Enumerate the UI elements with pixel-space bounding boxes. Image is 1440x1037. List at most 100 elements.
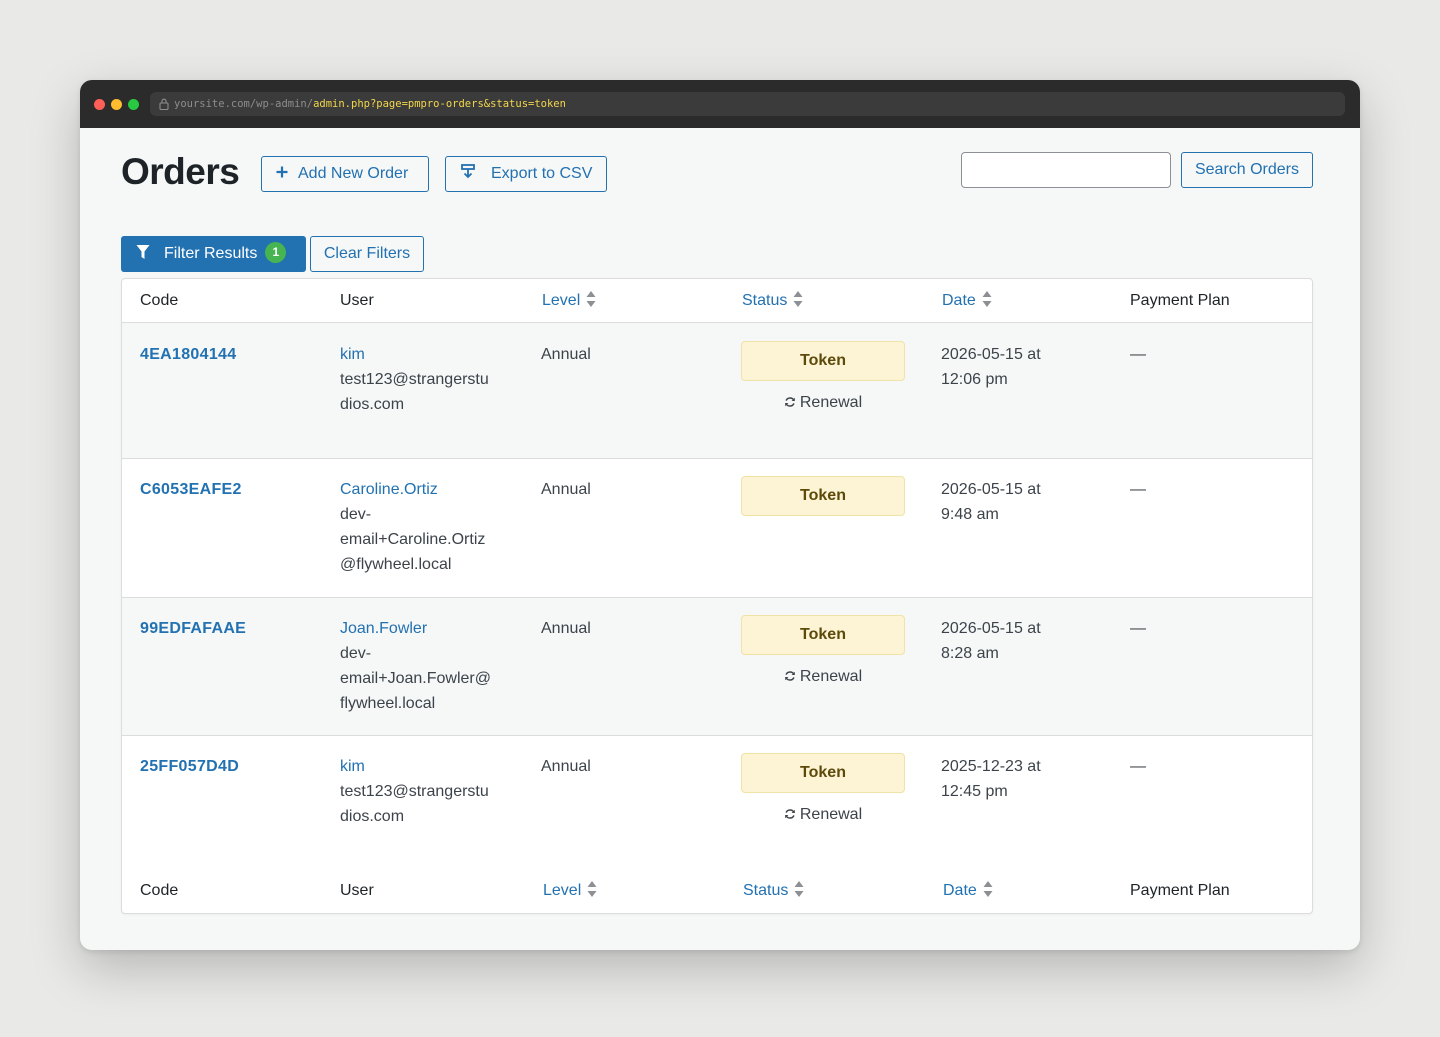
- user-email-line: email+Caroline.Ortiz: [340, 531, 486, 548]
- column-code-footer: Code: [140, 882, 179, 899]
- page-title: Orders: [121, 151, 240, 192]
- column-status-label: Status: [742, 292, 788, 309]
- user-email-line: flywheel.local: [340, 695, 436, 712]
- user-cell: Joan.Fowler dev- email+Joan.Fowler@ flyw…: [340, 616, 491, 716]
- date-line: 2026-05-15 at: [941, 620, 1041, 637]
- date-cell: 2026-05-15 at 9:48 am: [941, 477, 1041, 527]
- table-footer: Code User Level Status Date Payment Plan: [122, 869, 1312, 913]
- filter-results-label: Filter Results: [164, 245, 258, 262]
- status-badge: Token: [741, 341, 905, 381]
- renewal-label: Renewal: [799, 668, 863, 685]
- column-date-label: Date: [943, 882, 977, 899]
- search-orders-input[interactable]: [961, 152, 1171, 188]
- user-email-line: @flywheel.local: [340, 556, 452, 573]
- order-code-link[interactable]: 99EDFAFAAE: [140, 620, 247, 637]
- column-date-header[interactable]: Date: [942, 279, 992, 323]
- plus-icon: [276, 166, 288, 178]
- user-cell: Caroline.Ortiz dev- email+Caroline.Ortiz…: [340, 477, 485, 577]
- status-badge: Token: [741, 615, 905, 655]
- table-row: 25FF057D4D kim test123@strangerstu dios.…: [122, 736, 1312, 869]
- sort-arrows-icon: [793, 290, 803, 307]
- status-badge: Token: [741, 476, 905, 516]
- url-path: admin.php?page=pmpro-orders&status=token: [313, 98, 566, 110]
- url-base: yoursite.com/wp-admin/: [174, 98, 314, 110]
- user-email-line: test123@strangerstu: [340, 783, 489, 800]
- export-csv-button[interactable]: Export to CSV: [445, 156, 607, 192]
- table-header: Code User Level Status Date Payment Plan: [122, 279, 1312, 323]
- table-row: 4EA1804144 kim test123@strangerstu dios.…: [122, 323, 1312, 459]
- filter-results-button[interactable]: Filter Results 1: [121, 236, 306, 272]
- renewal-indicator: Renewal: [741, 667, 905, 687]
- user-email-line: dios.com: [340, 808, 405, 825]
- page-content: Orders Add New Order Export to CSV Searc…: [80, 128, 1360, 950]
- username-link[interactable]: Caroline.Ortiz: [340, 481, 438, 498]
- refresh-icon: [785, 808, 795, 819]
- column-payment-plan-header: Payment Plan: [1130, 292, 1230, 309]
- search-orders-button[interactable]: Search Orders: [1181, 152, 1313, 188]
- level-value: Annual: [541, 481, 591, 498]
- column-status-header[interactable]: Status: [742, 279, 803, 323]
- user-cell: kim test123@strangerstu dios.com: [340, 342, 489, 417]
- date-line: 2026-05-15 at: [941, 481, 1041, 498]
- browser-window: yoursite.com/wp-admin/admin.php?page=pmp…: [80, 80, 1360, 950]
- time-line: 12:45 pm: [941, 783, 1008, 800]
- user-cell: kim test123@strangerstu dios.com: [340, 754, 489, 829]
- username-link[interactable]: kim: [340, 346, 365, 363]
- date-line: 2025-12-23 at: [941, 758, 1041, 775]
- user-email-line: dev-: [340, 645, 372, 662]
- maximize-window-button[interactable]: [128, 99, 139, 110]
- sort-arrows-icon: [983, 880, 993, 897]
- download-icon: [461, 163, 475, 179]
- column-status-label: Status: [743, 882, 789, 899]
- order-code-link[interactable]: C6053EAFE2: [140, 481, 242, 498]
- add-new-order-label: Add New Order: [298, 165, 409, 182]
- sort-arrows-icon: [586, 290, 596, 307]
- order-code-link[interactable]: 4EA1804144: [140, 346, 237, 363]
- column-user-header: User: [340, 292, 374, 309]
- payment-plan-value: —: [1130, 346, 1146, 363]
- add-new-order-button[interactable]: Add New Order: [261, 156, 429, 192]
- payment-plan-value: —: [1130, 481, 1146, 498]
- order-code-link[interactable]: 25FF057D4D: [140, 758, 240, 775]
- date-cell: 2026-05-15 at 12:06 pm: [941, 342, 1041, 392]
- time-line: 12:06 pm: [941, 371, 1008, 388]
- time-line: 8:28 am: [941, 645, 999, 662]
- sort-arrows-icon: [794, 880, 804, 897]
- user-email-line: dev-: [340, 506, 372, 523]
- export-csv-label: Export to CSV: [491, 165, 593, 182]
- level-value: Annual: [541, 758, 591, 775]
- refresh-icon: [785, 396, 795, 407]
- renewal-label: Renewal: [799, 806, 863, 823]
- date-cell: 2026-05-15 at 8:28 am: [941, 616, 1041, 666]
- column-code-header: Code: [140, 292, 179, 309]
- refresh-icon: [785, 670, 795, 681]
- payment-plan-value: —: [1130, 758, 1146, 775]
- column-level-label: Level: [542, 292, 581, 309]
- sort-arrows-icon: [587, 880, 597, 897]
- address-bar[interactable]: yoursite.com/wp-admin/admin.php?page=pmp…: [150, 92, 1345, 116]
- funnel-icon: [136, 244, 150, 259]
- renewal-label: Renewal: [799, 394, 863, 411]
- date-line: 2026-05-15 at: [941, 346, 1041, 363]
- level-value: Annual: [541, 620, 591, 637]
- column-date-footer[interactable]: Date: [943, 869, 993, 913]
- user-email-line: dios.com: [340, 396, 405, 413]
- date-cell: 2025-12-23 at 12:45 pm: [941, 754, 1041, 804]
- clear-filters-button[interactable]: Clear Filters: [310, 236, 424, 272]
- close-window-button[interactable]: [94, 99, 105, 110]
- username-link[interactable]: kim: [340, 758, 365, 775]
- column-level-header[interactable]: Level: [542, 279, 596, 323]
- username-link[interactable]: Joan.Fowler: [340, 620, 428, 637]
- column-user-footer: User: [340, 882, 374, 899]
- column-status-footer[interactable]: Status: [743, 869, 804, 913]
- table-row: C6053EAFE2 Caroline.Ortiz dev- email+Car…: [122, 459, 1312, 598]
- minimize-window-button[interactable]: [111, 99, 122, 110]
- column-payment-plan-footer: Payment Plan: [1130, 882, 1230, 899]
- browser-titlebar: yoursite.com/wp-admin/admin.php?page=pmp…: [80, 80, 1360, 128]
- status-badge: Token: [741, 753, 905, 793]
- filter-count-badge: 1: [265, 242, 287, 264]
- user-email-line: test123@strangerstu: [340, 371, 489, 388]
- column-level-footer[interactable]: Level: [543, 869, 597, 913]
- column-level-label: Level: [543, 882, 582, 899]
- sort-arrows-icon: [982, 290, 992, 307]
